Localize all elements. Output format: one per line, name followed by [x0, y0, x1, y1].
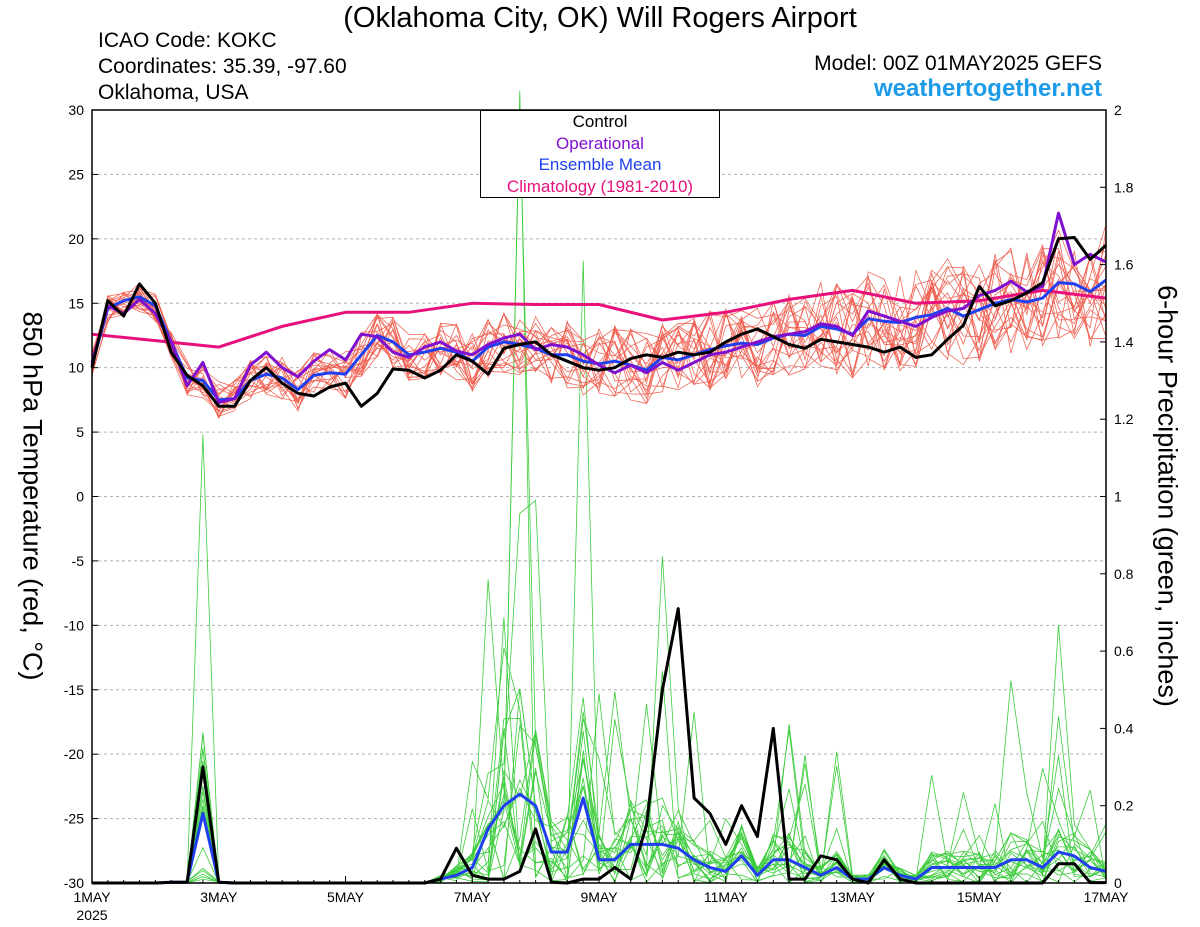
- y-tick-label: -30: [64, 875, 84, 891]
- x-tick-label: 1MAY: [73, 889, 111, 905]
- y-tick-label: 20: [68, 231, 84, 247]
- x-tick-label: 5MAY: [327, 889, 365, 905]
- chart-title: (Oklahoma City, OK) Will Rogers Airport: [343, 2, 857, 34]
- legend-operational: Operational: [556, 133, 644, 153]
- y2-tick-label: 2: [1114, 102, 1122, 118]
- precip-members: [92, 90, 1107, 884]
- brand-link[interactable]: weathertogether.net: [873, 75, 1102, 102]
- temperature-member-line: [91, 250, 1107, 413]
- x-tick-label: 17MAY: [1084, 889, 1130, 905]
- precip-member-line: [92, 499, 1107, 884]
- x-tick-label: 15MAY: [957, 889, 1003, 905]
- series-layer: [90, 211, 1107, 885]
- legend: Control Operational Ensemble Mean Climat…: [480, 110, 720, 198]
- y2-tick-label: 0: [1114, 875, 1122, 891]
- y2-tick-label: 0.2: [1114, 798, 1134, 814]
- y2-tick-label: 1: [1114, 489, 1122, 505]
- y2-tick-label: 1.6: [1114, 257, 1134, 273]
- temperature-member-line: [91, 263, 1107, 395]
- x-tick-label: 9MAY: [580, 889, 618, 905]
- legend-climatology: Climatology (1981-2010): [506, 176, 694, 196]
- precip-member-line: [92, 105, 1107, 884]
- y-tick-label: 25: [68, 166, 84, 182]
- coordinates: Coordinates: 35.39, -97.60: [98, 55, 347, 78]
- precip-member-line: [92, 434, 1107, 884]
- temperature-member-line: [91, 235, 1107, 402]
- legend-control: Control: [572, 112, 628, 131]
- precip-member-line: [92, 260, 1107, 884]
- temperature-climatology-1981-2010-line: [91, 288, 1107, 349]
- x-tick-label: 11MAY: [704, 889, 748, 905]
- precip-member-line: [92, 90, 1107, 884]
- precip-member-line: [92, 680, 1107, 884]
- temperature-operational-line: [90, 211, 1107, 404]
- y2-tick-label: 0.4: [1114, 720, 1134, 736]
- region: Oklahoma, USA: [98, 81, 249, 104]
- temperature-member-line: [91, 253, 1107, 414]
- y-tick-label: -10: [64, 617, 84, 633]
- icao-code: ICAO Code: KOKC: [98, 29, 277, 52]
- temperature-member-line: [91, 247, 1107, 398]
- y2-tick-label: 0.8: [1114, 566, 1134, 582]
- model-run: Model: 00Z 01MAY2025 GEFS: [814, 52, 1102, 75]
- y-tick-label: -5: [72, 553, 85, 569]
- y-tick-label: 10: [68, 360, 84, 376]
- y2-tick-label: 0.6: [1114, 643, 1134, 659]
- y-tick-label: -15: [64, 682, 84, 698]
- y2-tick-label: 1.8: [1114, 179, 1134, 195]
- y-tick-label: 30: [68, 102, 84, 118]
- y-tick-label: -25: [64, 811, 84, 827]
- x-tick-label: 7MAY: [454, 889, 492, 905]
- precip-control-line: [92, 607, 1106, 885]
- temperature-control-line: [90, 236, 1107, 408]
- x-tick-label: 3MAY: [200, 889, 238, 905]
- x-tick-label: 13MAY: [830, 889, 876, 905]
- y2-tick-label: 1.4: [1114, 334, 1134, 350]
- precip-member-line: [92, 617, 1107, 884]
- y2-tick-label: 1.2: [1114, 411, 1134, 427]
- x-tick-sublabel: 2025: [76, 907, 107, 923]
- y-tick-label: -20: [64, 746, 84, 762]
- axes-layer: 302520151050-5-10-15-20-25-3021.81.61.41…: [64, 102, 1134, 923]
- y-tick-label: 5: [76, 424, 84, 440]
- y-tick-label: 0: [76, 489, 84, 505]
- y-tick-label: 15: [68, 295, 84, 311]
- legend-ensemble-mean: Ensemble Mean: [538, 155, 662, 174]
